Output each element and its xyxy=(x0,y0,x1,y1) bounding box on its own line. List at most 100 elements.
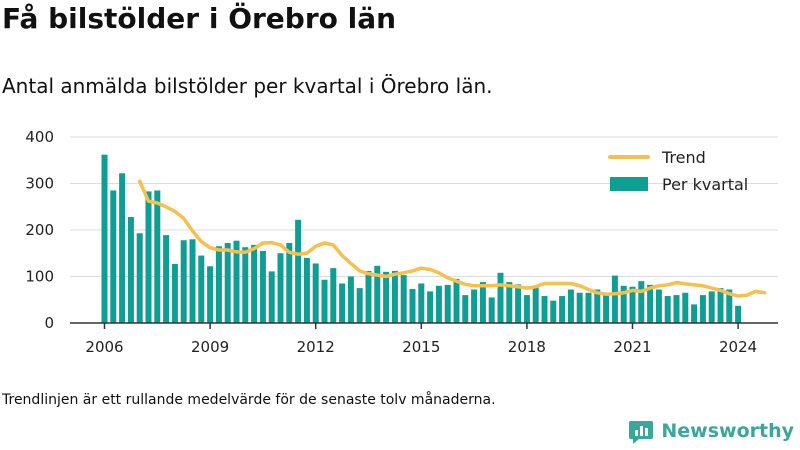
legend: Trend Per kvartal xyxy=(608,148,748,194)
bar xyxy=(647,284,654,323)
bar xyxy=(365,270,372,323)
bar xyxy=(532,285,539,323)
x-tick-label: 2018 xyxy=(508,338,546,356)
bar xyxy=(189,239,196,323)
bar xyxy=(242,247,249,323)
bar xyxy=(699,295,706,323)
y-axis-ticks: 0 100 200 300 400 xyxy=(25,128,54,332)
bar xyxy=(497,272,504,323)
legend-trend-label: Trend xyxy=(661,148,706,167)
bar xyxy=(101,154,108,323)
x-tick-label: 2021 xyxy=(613,338,651,356)
bar xyxy=(691,304,698,323)
bar-series xyxy=(101,154,742,323)
bar xyxy=(110,190,117,323)
bar xyxy=(286,243,293,323)
bar xyxy=(339,283,346,323)
bar xyxy=(295,219,302,323)
bar xyxy=(682,292,689,323)
y-tick-label: 300 xyxy=(25,175,54,193)
bar xyxy=(664,296,671,323)
bar xyxy=(418,283,425,323)
bar xyxy=(735,305,742,323)
bar xyxy=(180,240,187,323)
bar xyxy=(603,295,610,323)
bar xyxy=(462,295,469,323)
bar xyxy=(330,268,337,323)
footnote: Trendlinjen är ett rullande medelvärde f… xyxy=(2,392,496,408)
bar xyxy=(207,266,214,323)
bar xyxy=(576,292,583,323)
trend-line xyxy=(137,179,767,298)
bar xyxy=(347,276,354,323)
bar xyxy=(215,246,222,323)
bar xyxy=(154,190,161,323)
x-axis: 2006 2009 2012 2015 2018 2021 2024 xyxy=(70,322,778,356)
bar xyxy=(198,255,205,323)
y-tick-label: 200 xyxy=(25,221,54,239)
bar xyxy=(717,288,724,323)
chart-subtitle: Antal anmälda bilstölder per kvartal i Ö… xyxy=(2,74,493,98)
bar xyxy=(409,289,416,323)
bar xyxy=(268,271,275,323)
legend-bar-label: Per kvartal xyxy=(662,175,748,194)
legend-bar-swatch xyxy=(610,177,648,191)
bar xyxy=(224,243,231,323)
bar xyxy=(506,282,513,323)
bar xyxy=(638,281,645,323)
bar xyxy=(655,289,662,323)
chart-title: Få bilstölder i Örebro län xyxy=(2,2,397,35)
bar xyxy=(251,244,258,323)
bar xyxy=(585,292,592,323)
bar xyxy=(550,300,557,323)
trend-series xyxy=(137,179,767,298)
y-tick-label: 100 xyxy=(25,268,54,286)
bar xyxy=(277,253,284,323)
bar xyxy=(427,291,434,323)
bar xyxy=(726,289,733,323)
bar xyxy=(435,285,442,323)
x-tick-label: 2015 xyxy=(402,338,440,356)
bar xyxy=(259,250,266,323)
bar xyxy=(479,282,486,323)
brand-name: Newsworthy xyxy=(661,420,794,442)
bar xyxy=(136,233,143,323)
bar xyxy=(567,289,574,323)
bar xyxy=(523,295,530,323)
bar xyxy=(312,263,319,323)
bar xyxy=(400,275,407,323)
newsworthy-logo-icon xyxy=(629,421,654,444)
bar xyxy=(708,291,715,323)
bar xyxy=(391,270,398,323)
bar xyxy=(673,295,680,323)
bar xyxy=(629,286,636,323)
bar xyxy=(233,240,240,323)
bar xyxy=(356,288,363,323)
brand-logo: Newsworthy xyxy=(628,418,794,444)
y-tick-label: 0 xyxy=(44,314,54,332)
bar xyxy=(444,284,451,323)
bar xyxy=(471,289,478,323)
x-tick-label: 2006 xyxy=(85,338,123,356)
bar xyxy=(453,278,460,323)
bar xyxy=(145,191,152,323)
bar xyxy=(541,296,548,323)
bar xyxy=(171,263,178,323)
bar xyxy=(119,173,126,323)
bar xyxy=(515,284,522,323)
bar xyxy=(127,216,134,323)
bar xyxy=(611,275,618,323)
x-tick-label: 2012 xyxy=(297,338,335,356)
bar xyxy=(374,265,381,323)
grid-lines xyxy=(70,136,778,277)
x-tick-label: 2024 xyxy=(719,338,757,356)
bar xyxy=(594,289,601,323)
x-tick-label: 2009 xyxy=(191,338,229,356)
bar xyxy=(163,235,170,323)
bar xyxy=(303,257,310,323)
bar xyxy=(383,271,390,323)
y-tick-label: 400 xyxy=(25,128,54,146)
bar xyxy=(559,296,566,323)
bar xyxy=(620,285,627,323)
